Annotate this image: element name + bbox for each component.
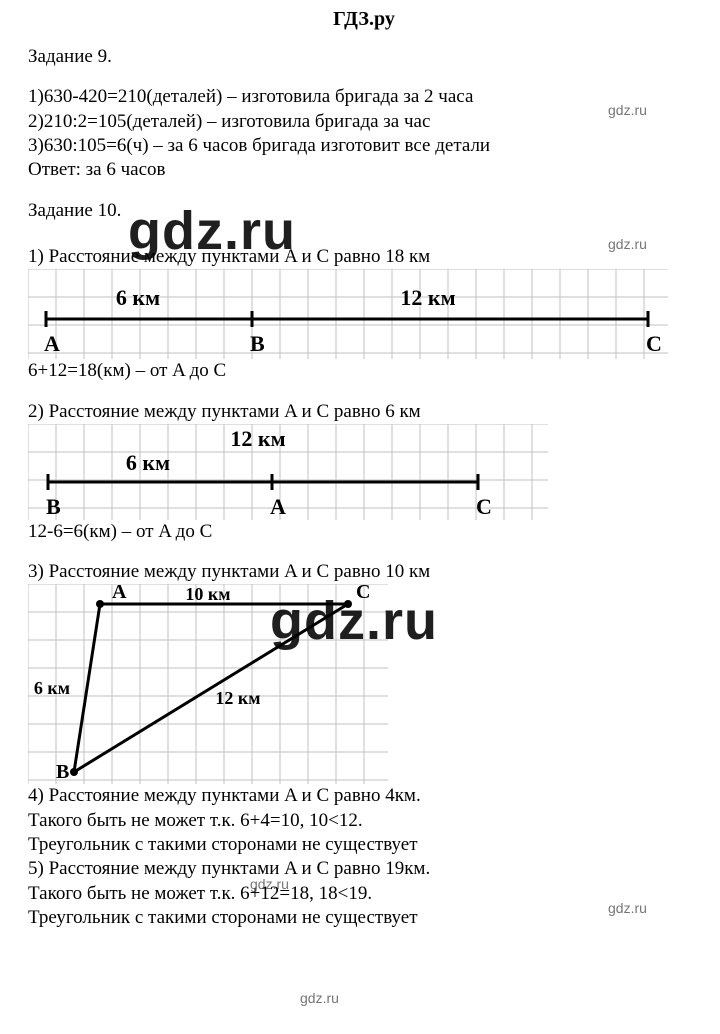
task10-p4-l3: Треугольник с такими сторонами не сущест… bbox=[28, 833, 700, 857]
svg-text:6 км: 6 км bbox=[116, 285, 160, 310]
svg-text:C: C bbox=[646, 331, 662, 356]
svg-text:B: B bbox=[56, 761, 69, 783]
task10-p4-l2: Такого быть не может т.к. 6+4=10, 10<12. bbox=[28, 809, 700, 833]
svg-text:10 км: 10 км bbox=[185, 584, 230, 604]
svg-text:A: A bbox=[112, 584, 127, 603]
svg-text:C: C bbox=[356, 584, 370, 603]
page: ГДЗ.ру Задание 9. 1)630-420=210(деталей)… bbox=[0, 0, 720, 1034]
task10-p3-heading: 3) Расстояние между пунктами A и C равно… bbox=[28, 560, 700, 584]
svg-text:B: B bbox=[46, 494, 61, 519]
svg-text:12 км: 12 км bbox=[230, 426, 285, 451]
task9-answer: Ответ: за 6 часов bbox=[28, 158, 700, 182]
site-header: ГДЗ.ру bbox=[28, 8, 700, 31]
svg-text:12 км: 12 км bbox=[215, 688, 260, 708]
svg-text:B: B bbox=[250, 331, 265, 356]
svg-text:A: A bbox=[44, 331, 60, 356]
diagram-2: B A C 6 км 12 км bbox=[28, 424, 548, 520]
task10-p1-calc: 6+12=18(км) – от A до C bbox=[28, 359, 700, 383]
task10-p5-l2: Такого быть не может т.к. 6+12=18, 18<19… bbox=[28, 882, 700, 906]
diagram-1: A B C 6 км 12 км bbox=[28, 269, 668, 359]
svg-text:C: C bbox=[476, 494, 492, 519]
svg-text:6 км: 6 км bbox=[126, 450, 170, 475]
svg-text:12 км: 12 км bbox=[400, 285, 455, 310]
task9-line3: 3)630:105=6(ч) – за 6 часов бригада изго… bbox=[28, 134, 700, 158]
task9-line2: 2)210:2=105(деталей) – изготовила бригад… bbox=[28, 110, 700, 134]
task10-p5-l3: Треугольник с такими сторонами не сущест… bbox=[28, 906, 700, 930]
task10-p2-heading: 2) Расстояние между пунктами A и C равно… bbox=[28, 400, 700, 424]
diagram-3: 10 км 6 км 12 км A C B bbox=[28, 584, 388, 784]
task10-title: Задание 10. bbox=[28, 199, 700, 223]
task10-p1-heading: 1) Расстояние между пунктами A и C равно… bbox=[28, 245, 700, 269]
svg-text:A: A bbox=[270, 494, 286, 519]
task9-title: Задание 9. bbox=[28, 45, 700, 69]
svg-text:6 км: 6 км bbox=[34, 678, 70, 698]
task10-p2-calc: 12-6=6(км) – от A до C bbox=[28, 520, 700, 544]
task9-line1: 1)630-420=210(деталей) – изготовила бриг… bbox=[28, 85, 700, 109]
watermark-small: gdz.ru bbox=[300, 990, 339, 1006]
task10-p4-l1: 4) Расстояние между пунктами A и C равно… bbox=[28, 784, 700, 808]
task10-p5-l1: 5) Расстояние между пунктами A и C равно… bbox=[28, 857, 700, 881]
